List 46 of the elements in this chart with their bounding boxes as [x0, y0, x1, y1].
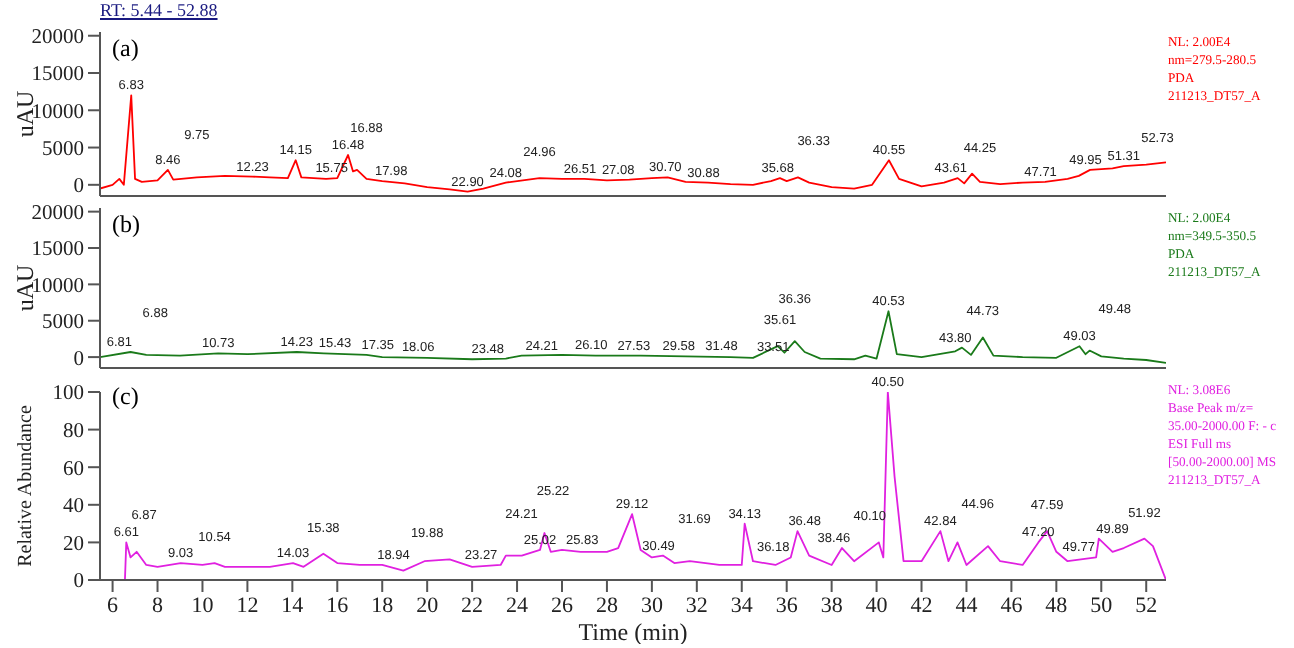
y-tick-label: 20000 [31, 203, 84, 226]
x-tick-label: 14 [281, 593, 305, 618]
y-tick-label: 15000 [31, 64, 84, 87]
y-tick-label: 10000 [31, 101, 84, 124]
chart-subtitle: (c) [112, 382, 139, 412]
x-tick-label: 24 [506, 593, 530, 618]
y-tick-label: 0 [73, 176, 84, 199]
line-series [100, 310, 1166, 364]
chart-subtitle: (a) [112, 34, 139, 64]
y-axis-title: Relative Abundance [15, 404, 38, 567]
x-tick-label: 52 [1135, 593, 1158, 618]
y-tick-label: 100 [52, 383, 84, 406]
x-tick-label: 36 [775, 593, 799, 618]
y-tick-label: 20000 [31, 27, 84, 50]
chart-title: RT: 5.44 - 52.88 [100, 0, 218, 20]
x-tick-label: 48 [1045, 593, 1069, 618]
y-tick-label: 5000 [42, 312, 84, 335]
x-tick-label: 6 [107, 593, 120, 618]
y-tick-label: 60 [63, 458, 84, 481]
x-tick-label: 46 [1000, 593, 1024, 618]
y-tick-label: 10000 [31, 275, 84, 298]
y-tick-label: 0 [73, 348, 84, 371]
x-tick-label: 42 [910, 593, 933, 618]
y-tick-label: 5000 [42, 139, 84, 161]
x-tick-label: 18 [371, 593, 395, 618]
chart-subtitle: (b) [112, 210, 140, 240]
x-tick-label: 44 [955, 593, 979, 618]
x-tick-label: 50 [1090, 593, 1114, 618]
x-tick-label: 22 [461, 593, 484, 618]
x-tick-label: 30 [640, 593, 664, 618]
x-tick-label: 28 [595, 593, 619, 618]
x-tick-label: 10 [191, 593, 215, 618]
x-tick-label: 16 [326, 593, 350, 618]
y-tick-label: 20 [63, 533, 84, 556]
x-tick-label: 12 [236, 593, 259, 618]
y-tick-label: 80 [63, 421, 84, 444]
y-tick-label: 15000 [31, 239, 84, 262]
x-tick-label: 32 [685, 593, 708, 618]
x-tick-label: 8 [152, 593, 165, 618]
x-tick-label: 34 [730, 593, 754, 618]
x-tick-label: 40 [865, 593, 889, 618]
y-tick-label: 40 [63, 496, 84, 519]
x-tick-label: 38 [820, 593, 844, 618]
x-tick-label: 20 [416, 593, 440, 618]
x-tick-label: 26 [550, 593, 574, 618]
y-tick-label: 0 [73, 571, 84, 594]
